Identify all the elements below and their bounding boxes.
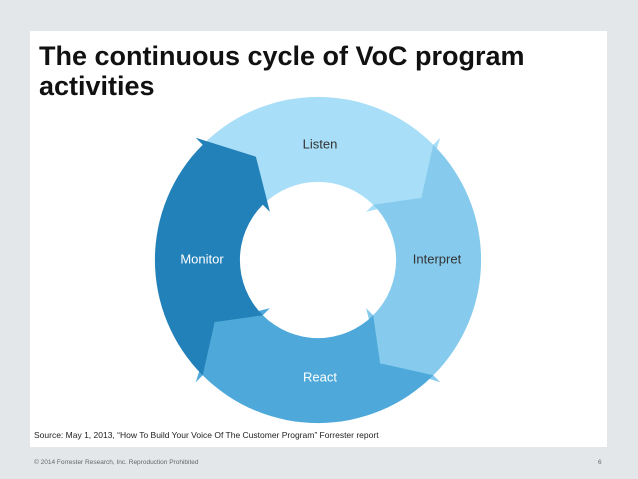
segment-label: Listen — [303, 136, 338, 151]
cycle-segment — [154, 137, 270, 376]
cycle-segment — [195, 308, 434, 424]
page-number: 6 — [598, 459, 602, 466]
cycle-segment — [366, 144, 482, 383]
segment-label: React — [303, 369, 337, 384]
segment-label: Interpret — [413, 251, 462, 266]
slide-title: The continuous cycle of VoC program acti… — [39, 41, 525, 101]
source-note: Source: May 1, 2013, “How To Build Your … — [34, 430, 379, 440]
segment-label: Monitor — [180, 251, 224, 266]
copyright: © 2014 Forrester Research, Inc. Reproduc… — [34, 459, 199, 466]
